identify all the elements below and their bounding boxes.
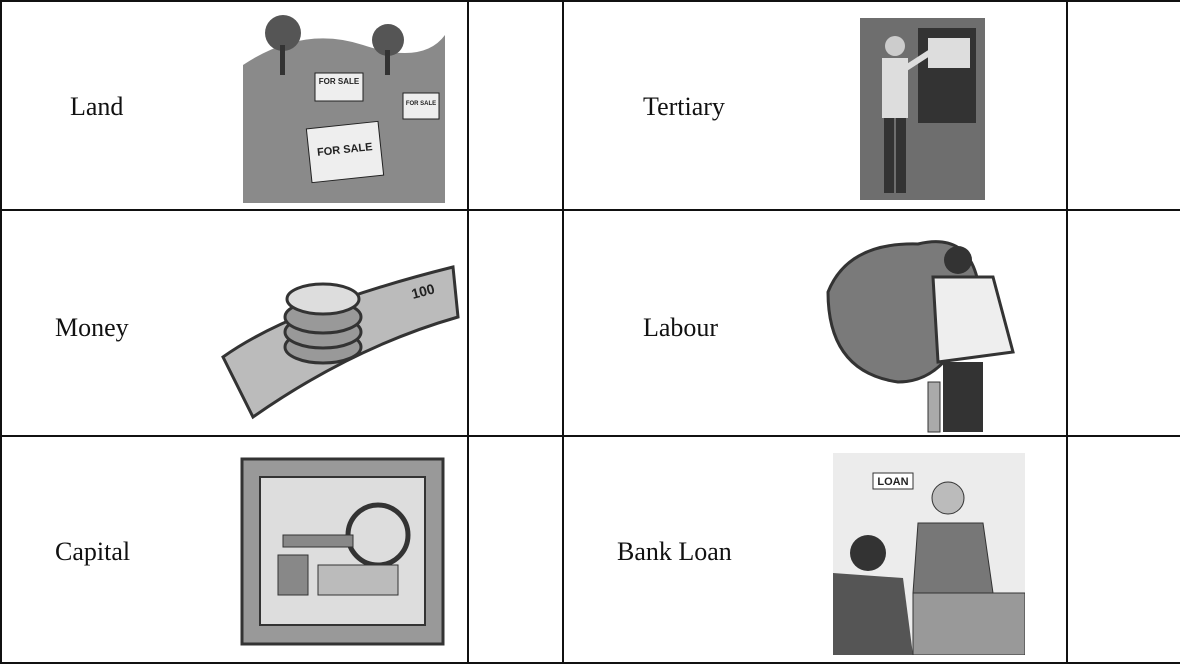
land-illustration: FOR SALE FOR SALE FOR SALE <box>243 5 445 203</box>
border <box>0 0 2 664</box>
border <box>0 662 1180 664</box>
cell-label: Bank Loan <box>617 537 732 566</box>
note-text: 100 <box>410 280 437 302</box>
border <box>0 0 1180 2</box>
labour-illustration <box>826 240 1015 433</box>
border <box>0 209 1180 211</box>
sign-text: FOR SALE <box>317 141 374 159</box>
sign-text: FOR SALE <box>319 77 360 86</box>
cell-label: Money <box>55 313 129 342</box>
capital-illustration <box>240 457 445 646</box>
cell-label: Capital <box>55 537 131 566</box>
border <box>562 0 564 664</box>
border <box>1066 0 1068 664</box>
border <box>467 0 469 664</box>
border <box>0 435 1180 437</box>
sign-text: FOR SALE <box>406 101 436 107</box>
cell-label: Labour <box>643 313 719 342</box>
tertiary-illustration <box>860 18 985 200</box>
money-illustration: 100 <box>221 265 460 420</box>
cell-label: Land <box>70 92 124 121</box>
sign-text: LOAN <box>877 476 908 488</box>
cell-label: Tertiary <box>643 92 725 121</box>
bank-loan-illustration: LOAN <box>833 453 1025 655</box>
